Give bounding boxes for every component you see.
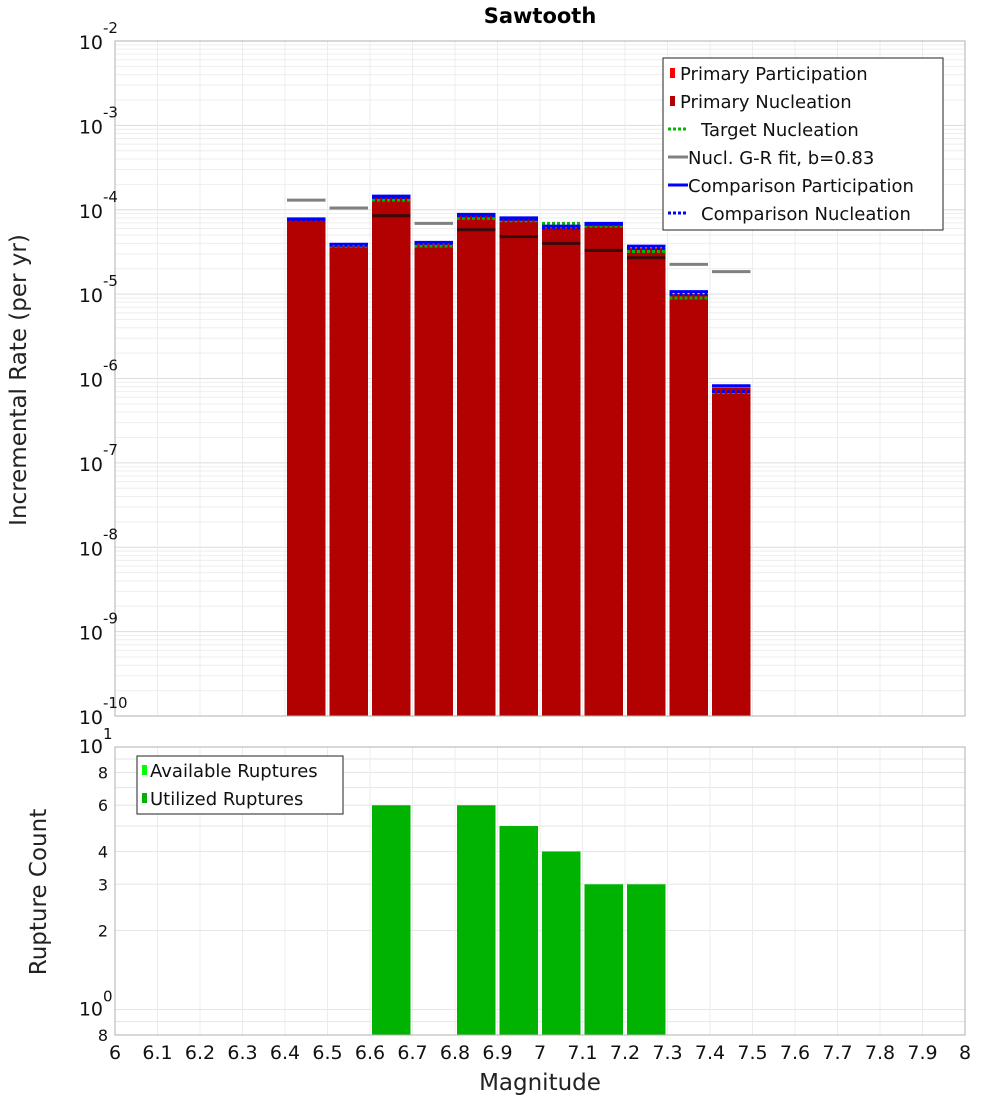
y-tick-label-count: 6 (98, 796, 108, 815)
y-tick-label-count: 3 (98, 875, 108, 894)
bar-primary-nucleation (329, 246, 368, 716)
x-tick-label: 6.7 (397, 1042, 427, 1064)
legend-label: Available Ruptures (150, 761, 318, 782)
x-tick-label: 6.5 (312, 1042, 342, 1064)
x-tick-label: 7.2 (610, 1042, 640, 1064)
y-tick-label-count: 10 (79, 736, 103, 758)
legend-swatch (142, 765, 147, 775)
y-axis-title-rate: Incremental Rate (per yr) (6, 234, 32, 526)
bar-primary-nucleation (627, 248, 666, 717)
legend-rate (662, 57, 944, 231)
x-tick-label: 7.3 (652, 1042, 682, 1064)
y-tick-label-count: 2 (98, 922, 108, 941)
x-tick-label: 7.5 (737, 1042, 767, 1064)
chart-title: Sawtooth (484, 4, 597, 28)
x-tick-label: 7.1 (567, 1042, 597, 1064)
y-axis-title-count: Rupture Count (26, 809, 52, 975)
x-tick-label: 6.2 (185, 1042, 215, 1064)
y-tick-label-count: 8 (98, 1026, 108, 1045)
bar-primary-nucleation (414, 244, 453, 717)
bar-primary-nucleation (457, 215, 496, 717)
bar-primary-nucleation (669, 294, 708, 716)
y-tick-exponent-rate: -9 (103, 610, 118, 628)
y-tick-exponent-rate: -3 (103, 103, 118, 121)
y-tick-label-rate: 10 (79, 454, 103, 476)
y-tick-exponent-rate: -5 (103, 272, 118, 290)
y-tick-label-rate: 10 (79, 623, 103, 645)
bar-utilized-ruptures (584, 884, 623, 1035)
x-axis-title: Magnitude (479, 1070, 601, 1096)
bar-utilized-ruptures (457, 805, 496, 1035)
y-tick-exponent-rate: -10 (103, 694, 128, 712)
x-tick-label: 8 (959, 1042, 971, 1064)
legend-swatch (142, 793, 147, 803)
legend-label: Comparison Nucleation (701, 204, 911, 225)
x-tick-label: 7.7 (822, 1042, 852, 1064)
bar-utilized-ruptures (372, 805, 411, 1035)
y-tick-exponent-rate: -2 (103, 19, 118, 37)
bar-utilized-ruptures (542, 851, 581, 1035)
x-tick-label: 7 (534, 1042, 546, 1064)
x-tick-label: 6.9 (482, 1042, 512, 1064)
legend-label: Nucl. G-R fit, b=0.83 (688, 148, 874, 169)
legend-label: Comparison Participation (688, 176, 914, 197)
x-tick-label: 6 (109, 1042, 121, 1064)
y-tick-label-rate: 10 (79, 370, 103, 392)
plot-frame-rate (114, 40, 966, 717)
x-tick-label: 7.9 (907, 1042, 937, 1064)
y-tick-exponent-rate: -4 (103, 188, 118, 206)
y-tick-label-rate: 10 (79, 285, 103, 307)
x-tick-label: 6.6 (355, 1042, 385, 1064)
bar-primary-nucleation (287, 220, 326, 717)
y-tick-label-rate: 10 (79, 707, 103, 729)
legend-label: Target Nucleation (700, 120, 859, 141)
x-tick-label: 7.4 (695, 1042, 725, 1064)
legend-swatch (670, 96, 675, 106)
x-tick-label: 6.4 (270, 1042, 300, 1064)
y-tick-label-count: 4 (98, 842, 108, 861)
legend-label: Primary Nucleation (680, 92, 852, 113)
legend-count (136, 755, 344, 815)
y-tick-exponent-rate: -8 (103, 525, 118, 543)
x-tick-label: 6.3 (227, 1042, 257, 1064)
legend-label: Primary Participation (680, 64, 868, 85)
y-tick-label-rate: 10 (79, 538, 103, 560)
bar-primary-nucleation (499, 218, 538, 716)
x-tick-label: 7.6 (780, 1042, 810, 1064)
bar-primary-nucleation (372, 197, 411, 717)
legend-swatch (670, 68, 675, 78)
bar-primary-nucleation (584, 224, 623, 717)
bar-utilized-ruptures (627, 884, 666, 1035)
bar-primary-nucleation (712, 387, 751, 716)
x-tick-label: 7.8 (865, 1042, 895, 1064)
legend-label: Utilized Ruptures (150, 789, 303, 810)
y-tick-exponent-count: 0 (103, 988, 113, 1006)
y-tick-label-rate: 10 (79, 201, 103, 223)
bar-primary-nucleation (542, 227, 581, 716)
plot-frame-count (114, 746, 966, 1036)
x-tick-label: 6.8 (440, 1042, 470, 1064)
y-tick-label-rate: 10 (79, 116, 103, 138)
y-tick-label-count: 10 (79, 999, 103, 1021)
y-tick-exponent-rate: -6 (103, 357, 118, 375)
y-tick-exponent-count: 1 (103, 725, 113, 743)
y-tick-label-count: 8 (98, 763, 108, 782)
y-tick-label-rate: 10 (79, 32, 103, 54)
x-tick-label: 6.1 (142, 1042, 172, 1064)
bar-utilized-ruptures (499, 826, 538, 1035)
y-tick-exponent-rate: -7 (103, 441, 118, 459)
